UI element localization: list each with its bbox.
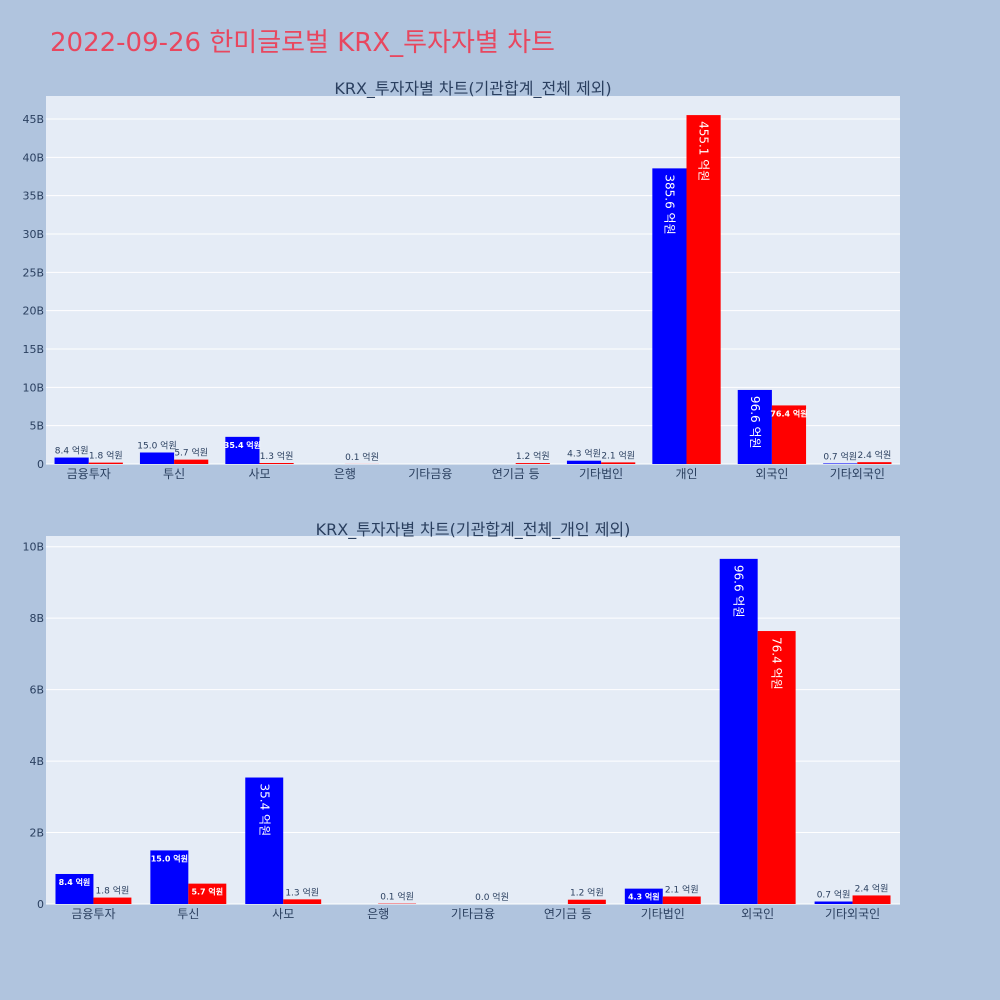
y-tick-label: 45B <box>22 113 44 126</box>
sell-bar <box>93 897 132 904</box>
y-tick-label: 0 <box>37 458 44 471</box>
bar-data-label: 76.4 억원 <box>770 408 807 418</box>
x-tick-label: 연기금 등 <box>544 907 592 921</box>
x-tick-label: 기타법인 <box>641 907 685 921</box>
x-tick-label: 투신 <box>177 907 199 921</box>
x-tick-label: 기타법인 <box>579 467 623 481</box>
y-tick-label: 25B <box>22 266 44 279</box>
bar-data-label: 76.4 억원 <box>770 637 784 690</box>
bar-data-label: 2.4 억원 <box>858 449 892 461</box>
sell-bar <box>259 463 294 464</box>
x-tick-label: 사모 <box>272 907 294 921</box>
x-tick-label: 기타외국인 <box>830 467 885 481</box>
bar-data-label: 8.4 억원 <box>55 445 89 457</box>
sell-bar <box>771 405 807 464</box>
x-tick-label: 외국인 <box>755 467 788 481</box>
sell-bar <box>283 899 322 904</box>
bar-data-label: 35.4 억원 <box>224 440 261 450</box>
bar-data-label: 1.8 억원 <box>89 450 123 462</box>
bar-data-label: 5.7 억원 <box>191 887 223 897</box>
x-tick-label: 기타금융 <box>451 907 495 921</box>
bar-data-label: 1.3 억원 <box>260 450 294 462</box>
bar-data-label: 0.0 억원 <box>475 891 509 903</box>
bar-data-label: 1.2 억원 <box>516 450 550 462</box>
buy-bar <box>814 901 853 904</box>
bar-data-label: 455.1 억원 <box>697 121 711 181</box>
y-tick-label: 10B <box>22 381 44 394</box>
buy-bar <box>150 850 189 904</box>
sell-bar <box>188 883 227 904</box>
bar-data-label: 0.7 억원 <box>817 888 851 900</box>
sell-bar <box>662 896 701 904</box>
buy-bar <box>652 168 687 464</box>
y-tick-label: 10B <box>22 541 44 554</box>
bar-data-label: 96.6 억원 <box>732 565 746 618</box>
sell-bar <box>515 463 550 464</box>
y-tick-label: 4B <box>29 755 44 768</box>
bar-data-label: 0.1 억원 <box>345 451 379 463</box>
y-tick-label: 35B <box>22 190 44 203</box>
bar-data-label: 0.1 억원 <box>380 891 414 903</box>
sell-bar <box>757 631 796 904</box>
bar-data-label: 5.7 억원 <box>174 447 208 459</box>
bar-data-label: 4.3 억원 <box>628 892 660 902</box>
x-tick-label: 금융투자 <box>67 467 111 481</box>
buy-bar <box>54 457 89 464</box>
bar-data-label: 35.4 억원 <box>257 784 271 837</box>
x-tick-label: 개인 <box>675 467 697 481</box>
y-tick-label: 40B <box>22 151 44 164</box>
sell-bar <box>852 895 891 904</box>
y-tick-label: 2B <box>29 827 44 840</box>
bar-data-label: 15.0 억원 <box>137 440 176 452</box>
x-tick-label: 은행 <box>334 466 356 481</box>
bar-data-label: 1.8 억원 <box>96 885 130 897</box>
y-tick-label: 8B <box>29 612 44 625</box>
y-tick-label: 6B <box>29 684 44 697</box>
x-tick-label: 투신 <box>163 467 185 481</box>
chart-title: KRX_투자자별 차트(기관합계_전체_개인 제외) <box>316 520 631 540</box>
sell-bar <box>88 462 123 464</box>
sell-bar <box>567 899 606 904</box>
bar-data-label: 1.2 억원 <box>570 887 604 899</box>
bar-data-label: 2.4 억원 <box>855 882 889 894</box>
y-tick-label: 30B <box>22 228 44 241</box>
bar-data-label: 15.0 억원 <box>151 853 188 863</box>
bar-data-label: 0.7 억원 <box>823 450 857 462</box>
bar-data-label: 8.4 억원 <box>59 877 91 887</box>
bar-data-label: 2.1 억원 <box>601 449 635 461</box>
sell-bar <box>601 462 636 464</box>
buy-bar <box>624 888 663 904</box>
buy-bar <box>55 873 94 904</box>
chart-title: KRX_투자자별 차트(기관합계_전체 제외) <box>334 79 611 99</box>
y-tick-label: 5B <box>29 420 44 433</box>
y-tick-label: 20B <box>22 305 44 318</box>
bar-data-label: 96.6 억원 <box>748 396 762 449</box>
bar-data-label: 4.3 억원 <box>567 448 601 460</box>
chart-institution-excluded: 0 5B 10B 15B 20B 25B 30B 35B 40B 45B KRX_투자자별 차트(기… <box>22 79 900 481</box>
y-tick-label: 15B <box>22 343 44 356</box>
buy-bar <box>245 777 284 904</box>
sell-bar <box>857 462 892 464</box>
x-tick-label: 기타외국인 <box>825 907 880 921</box>
x-tick-label: 외국인 <box>741 907 774 921</box>
buy-bar <box>737 389 772 464</box>
bar-data-label: 2.1 억원 <box>665 883 699 895</box>
x-tick-label: 금융투자 <box>71 907 115 921</box>
x-tick-label: 은행 <box>367 906 389 921</box>
buy-bar <box>566 460 602 464</box>
buy-bar <box>225 436 260 464</box>
x-tick-label: 연기금 등 <box>492 467 540 481</box>
sell-bar <box>686 115 721 464</box>
y-tick-label: 0 <box>37 898 44 911</box>
buy-bar <box>719 558 758 904</box>
x-tick-label: 사모 <box>248 467 270 481</box>
bar-data-label: 385.6 억원 <box>662 174 676 234</box>
buy-bar <box>823 463 858 464</box>
x-tick-label: 기타금융 <box>408 467 452 481</box>
buy-bar <box>139 452 175 464</box>
page-title: 2022-09-26 한미글로벌 KRX_투자자별 차트 <box>50 28 555 58</box>
bar-data-label: 1.3 억원 <box>285 886 319 898</box>
sell-bar <box>174 459 209 464</box>
